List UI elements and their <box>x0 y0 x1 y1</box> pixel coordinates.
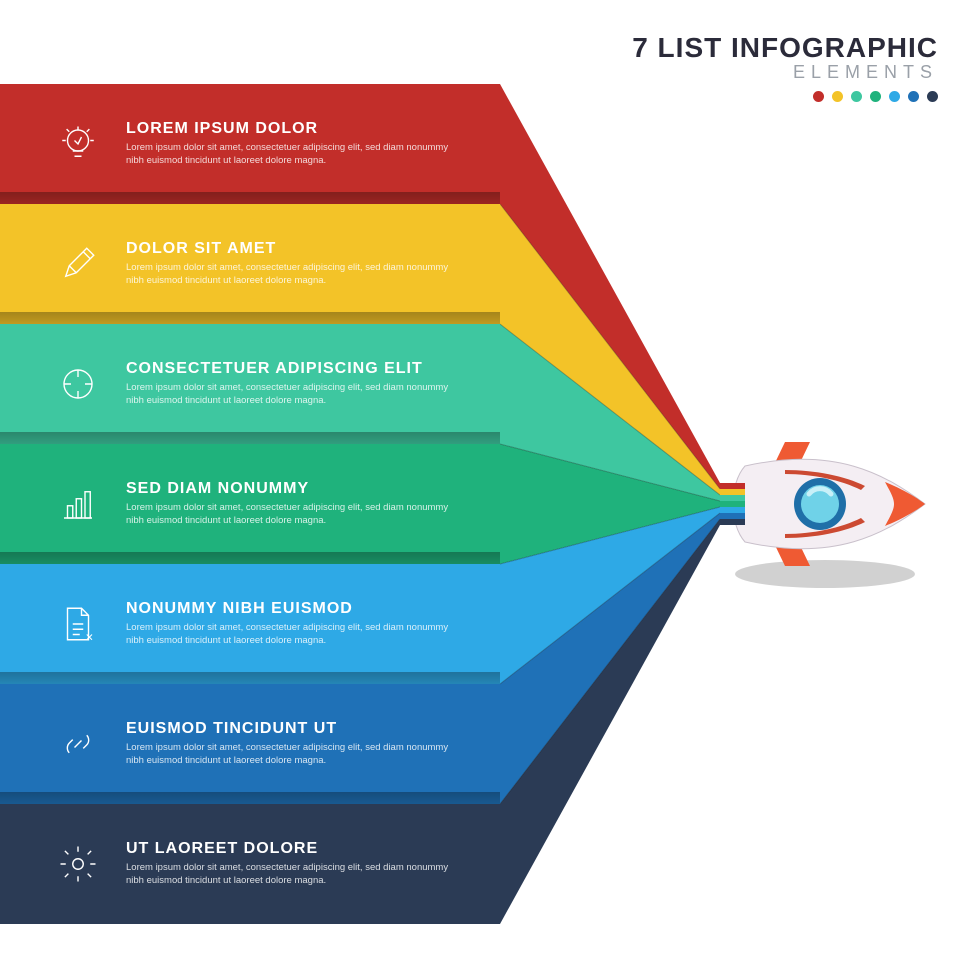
list-item-title: UT LAOREET DOLORE <box>126 840 466 858</box>
gear-icon <box>46 843 110 885</box>
link-icon <box>46 723 110 765</box>
list-item-title: CONSECTETUER ADIPISCING ELIT <box>126 360 466 378</box>
list-item: LOREM IPSUM DOLOR Lorem ipsum dolor sit a… <box>0 84 500 204</box>
list-item-desc: Lorem ipsum dolor sit amet, consectetuer… <box>126 142 466 168</box>
list-item-desc: Lorem ipsum dolor sit amet, consectetuer… <box>126 262 466 288</box>
list-item-desc: Lorem ipsum dolor sit amet, consectetuer… <box>126 742 466 768</box>
rocket-icon <box>733 442 925 566</box>
chart-icon <box>46 483 110 525</box>
list-item: DOLOR SIT AMET Lorem ipsum dolor sit amet… <box>0 204 500 324</box>
list-item-desc: Lorem ipsum dolor sit amet, consectetuer… <box>126 382 466 408</box>
list-item: EUISMOD TINCIDUNT UT Lorem ipsum dolor si… <box>0 684 500 804</box>
list-item-title: EUISMOD TINCIDUNT UT <box>126 720 466 738</box>
pencil-icon <box>46 243 110 285</box>
list-item-desc: Lorem ipsum dolor sit amet, consectetuer… <box>126 862 466 888</box>
list-item-title: NONUMMY NIBH EUISMOD <box>126 600 466 618</box>
list-item: CONSECTETUER ADIPISCING ELIT Lorem ipsum … <box>0 324 500 444</box>
list-item-title: LOREM IPSUM DOLOR <box>126 120 466 138</box>
list-item-desc: Lorem ipsum dolor sit amet, consectetuer… <box>126 622 466 648</box>
list-item: NONUMMY NIBH EUISMOD Lorem ipsum dolor si… <box>0 564 500 684</box>
list-item-title: SED DIAM NONUMMY <box>126 480 466 498</box>
list-item: UT LAOREET DOLORE Lorem ipsum dolor sit a… <box>0 804 500 924</box>
bulb-icon <box>46 123 110 165</box>
doc-icon <box>46 603 110 645</box>
target-icon <box>46 363 110 405</box>
list-item-desc: Lorem ipsum dolor sit amet, consectetuer… <box>126 502 466 528</box>
list-item: SED DIAM NONUMMY Lorem ipsum dolor sit am… <box>0 444 500 564</box>
bars-container: LOREM IPSUM DOLOR Lorem ipsum dolor sit a… <box>0 84 500 924</box>
list-item-title: DOLOR SIT AMET <box>126 240 466 258</box>
